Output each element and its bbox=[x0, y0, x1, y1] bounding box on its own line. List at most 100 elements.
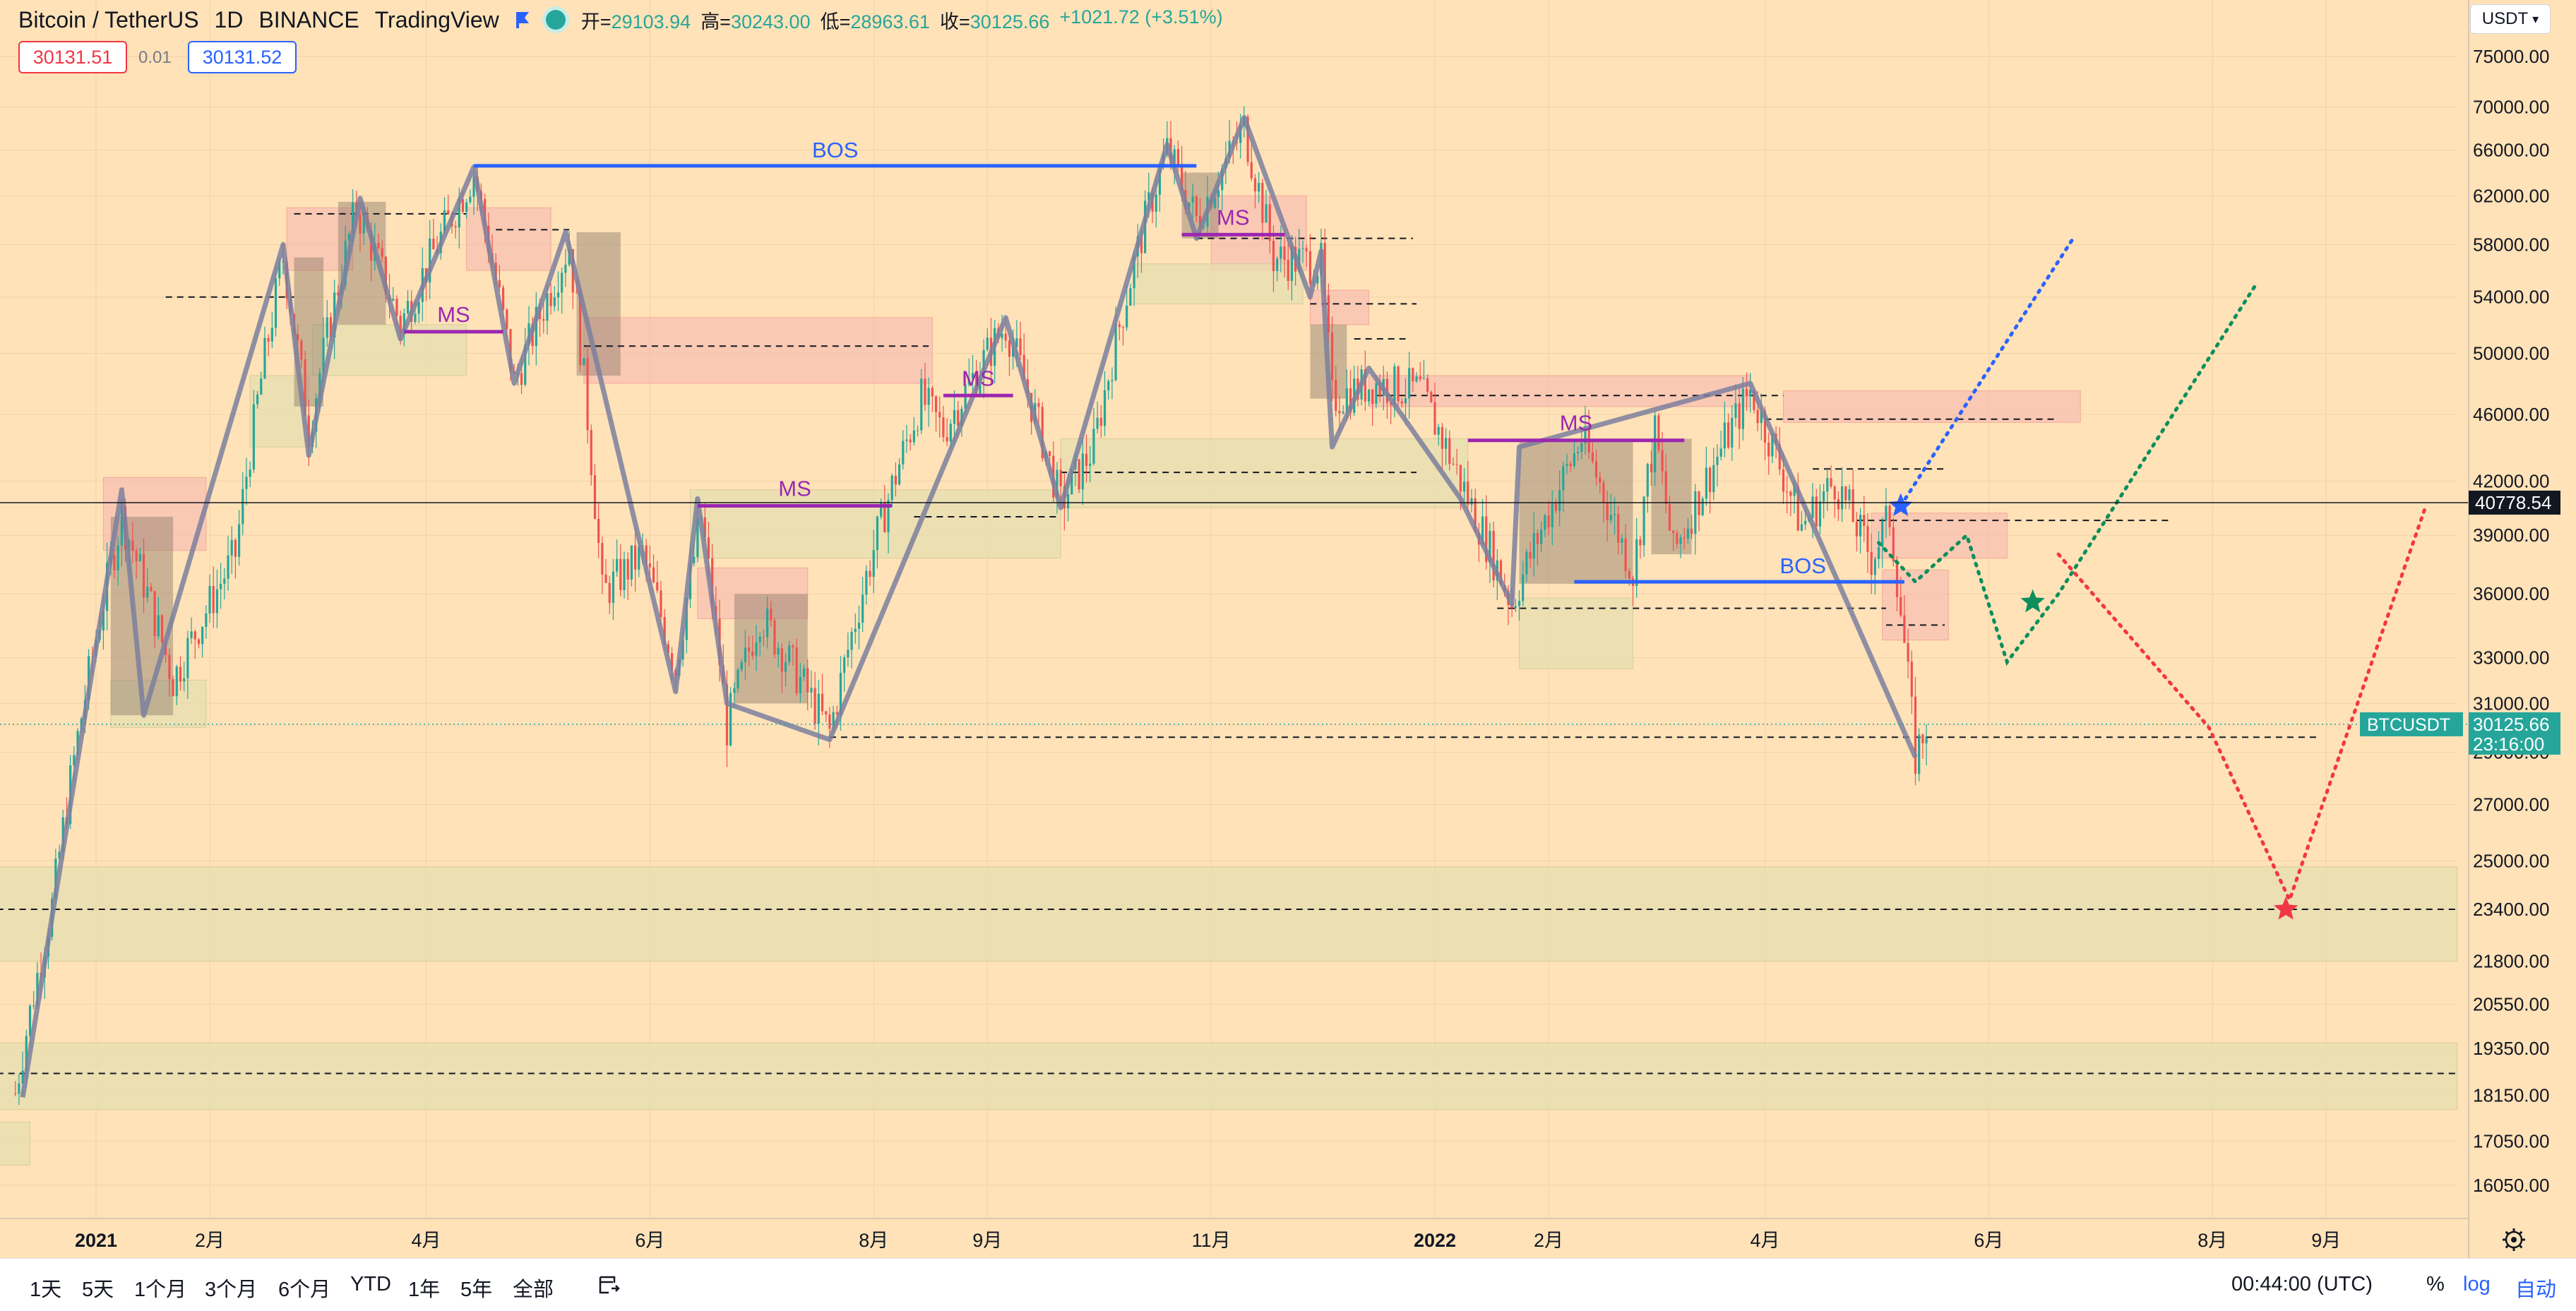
candle-body bbox=[1180, 164, 1183, 191]
candle-body bbox=[429, 238, 431, 283]
candle-body bbox=[1661, 450, 1664, 472]
candle-body bbox=[347, 234, 351, 241]
candle-body bbox=[1239, 126, 1242, 143]
candle-body bbox=[681, 640, 684, 659]
calendar-range-icon[interactable] bbox=[597, 1274, 623, 1297]
crosshair-price-text: 40778.54 bbox=[2475, 492, 2551, 513]
candle-body bbox=[828, 714, 831, 729]
range-button-0[interactable]: 1天 bbox=[30, 1279, 62, 1301]
candle-body bbox=[1540, 529, 1543, 544]
range-button-8[interactable]: 全部 bbox=[513, 1279, 554, 1301]
candle-body bbox=[1261, 182, 1264, 223]
candle-body bbox=[670, 653, 674, 670]
auto-toggle[interactable]: 自动 bbox=[2515, 1279, 2557, 1301]
flag-icon[interactable] bbox=[515, 11, 530, 29]
candle-body bbox=[1107, 381, 1110, 390]
candle-body bbox=[1191, 196, 1194, 203]
gear-icon[interactable] bbox=[2503, 1228, 2525, 1251]
candle-body bbox=[249, 469, 251, 477]
candle-body bbox=[583, 358, 585, 366]
range-button-5[interactable]: YTD bbox=[350, 1273, 391, 1295]
candle-body bbox=[693, 556, 696, 563]
candle-body bbox=[73, 755, 76, 766]
ms-label: MS bbox=[437, 302, 470, 327]
candle-body bbox=[832, 712, 835, 729]
candle-body bbox=[381, 248, 383, 257]
candle-body bbox=[1522, 574, 1525, 601]
candle-body bbox=[777, 648, 780, 655]
x-tick-label: 2021 bbox=[75, 1230, 117, 1251]
candle-body bbox=[1195, 196, 1198, 216]
buy-price-button[interactable]: 30131.52 bbox=[188, 41, 297, 73]
candle-body bbox=[1606, 503, 1609, 520]
candle-body bbox=[252, 404, 255, 469]
candle-body bbox=[322, 337, 325, 373]
currency-selector[interactable]: USDT ▾ bbox=[2470, 4, 2551, 34]
candle-body bbox=[810, 688, 813, 693]
candle-body bbox=[168, 654, 171, 679]
bos-label: BOS bbox=[812, 138, 858, 162]
candle-body bbox=[1888, 505, 1891, 527]
candle-body bbox=[1268, 204, 1271, 241]
range-button-3[interactable]: 3个月 bbox=[205, 1279, 258, 1301]
candle-body bbox=[1903, 615, 1906, 643]
candle-body bbox=[1092, 429, 1095, 464]
candle-body bbox=[337, 292, 340, 296]
candle-body bbox=[201, 626, 204, 645]
range-button-1[interactable]: 5天 bbox=[82, 1279, 114, 1301]
candle-body bbox=[1066, 493, 1070, 509]
candle-body bbox=[1393, 366, 1396, 405]
candle-body bbox=[549, 293, 552, 306]
candle-body bbox=[880, 502, 883, 517]
change-value: +1021.72 (+3.51%) bbox=[1059, 6, 1223, 28]
last-price-text: 30125.66 bbox=[2473, 714, 2549, 735]
candle-body bbox=[1536, 533, 1539, 544]
candle-body bbox=[234, 539, 237, 557]
candle-body bbox=[1804, 520, 1807, 525]
candle-body bbox=[946, 437, 948, 442]
candle-body bbox=[912, 430, 915, 443]
candle-body bbox=[890, 475, 893, 501]
candle-body bbox=[1364, 369, 1366, 402]
candle-body bbox=[1756, 409, 1759, 424]
candle-body bbox=[579, 293, 582, 366]
high-value: 30243.00 bbox=[730, 11, 811, 32]
candle-body bbox=[1126, 305, 1128, 328]
range-button-7[interactable]: 5年 bbox=[460, 1279, 493, 1301]
candle-body bbox=[1554, 502, 1558, 511]
price-chart[interactable]: BOS BOS MS MS MS MS MS 16050.00 17050.00 18150.00… bbox=[0, 0, 2576, 1258]
candle-body bbox=[1569, 464, 1572, 466]
candle-body bbox=[902, 441, 905, 465]
candle-body bbox=[1646, 464, 1649, 497]
candle-body bbox=[215, 589, 219, 613]
projection-path bbox=[1877, 282, 2259, 666]
supply-zone bbox=[1782, 390, 2081, 423]
candle-body bbox=[21, 1070, 24, 1084]
candle-body bbox=[1412, 368, 1414, 381]
candle-body bbox=[608, 582, 611, 604]
percent-toggle[interactable]: % bbox=[2426, 1273, 2445, 1295]
candle-body bbox=[509, 328, 512, 371]
candle-body bbox=[1213, 197, 1216, 208]
candle-body bbox=[1782, 469, 1785, 492]
candle-body bbox=[920, 378, 923, 431]
range-button-2[interactable]: 1个月 bbox=[134, 1279, 187, 1301]
log-toggle[interactable]: log bbox=[2463, 1273, 2491, 1295]
candle-body bbox=[392, 299, 395, 301]
range-button-4[interactable]: 6个月 bbox=[278, 1279, 331, 1301]
symbol-title[interactable]: Bitcoin / TetherUS bbox=[18, 6, 199, 32]
x-tick-label: 6月 bbox=[635, 1230, 664, 1251]
sell-price-button[interactable]: 30131.51 bbox=[18, 41, 127, 73]
candle-body bbox=[751, 651, 754, 657]
candle-body bbox=[553, 297, 556, 306]
range-button-6[interactable]: 1年 bbox=[408, 1279, 441, 1301]
utc-clock[interactable]: 00:44:00 (UTC) bbox=[2231, 1273, 2373, 1295]
candle-body bbox=[1826, 478, 1829, 492]
candle-body bbox=[153, 591, 156, 637]
candle-body bbox=[1650, 464, 1653, 472]
candle-body bbox=[1276, 258, 1279, 272]
interval-label[interactable]: 1D bbox=[214, 6, 244, 32]
candle-body bbox=[1918, 734, 1921, 774]
candle-body bbox=[1551, 502, 1554, 527]
candle-body bbox=[1037, 402, 1040, 407]
